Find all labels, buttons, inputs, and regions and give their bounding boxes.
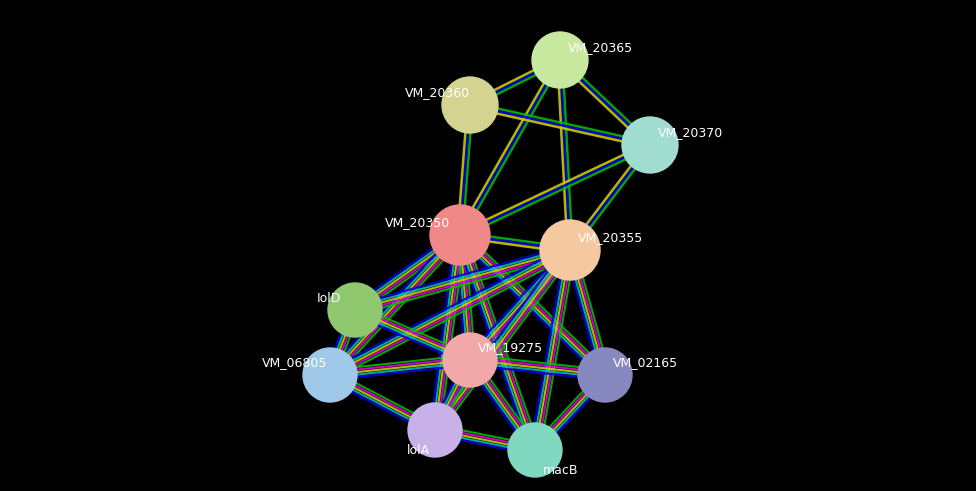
Text: lolA: lolA [407, 443, 430, 457]
Circle shape [622, 117, 678, 173]
Circle shape [430, 205, 490, 265]
Circle shape [578, 348, 632, 402]
Text: VM_06805: VM_06805 [262, 356, 327, 370]
Text: VM_19275: VM_19275 [478, 342, 543, 355]
Circle shape [540, 220, 600, 280]
Text: VM_20350: VM_20350 [385, 217, 450, 229]
Circle shape [532, 32, 588, 88]
Circle shape [508, 423, 562, 477]
Circle shape [442, 77, 498, 133]
Circle shape [443, 333, 497, 387]
Text: IolD: IolD [317, 292, 342, 304]
Circle shape [408, 403, 462, 457]
Text: VM_20365: VM_20365 [568, 42, 633, 55]
Circle shape [328, 283, 382, 337]
Text: VM_20355: VM_20355 [578, 231, 643, 245]
Circle shape [303, 348, 357, 402]
Text: VM_20360: VM_20360 [405, 86, 470, 100]
Text: VM_02165: VM_02165 [613, 356, 678, 370]
Text: VM_20370: VM_20370 [658, 127, 723, 139]
Text: macB: macB [543, 464, 579, 476]
